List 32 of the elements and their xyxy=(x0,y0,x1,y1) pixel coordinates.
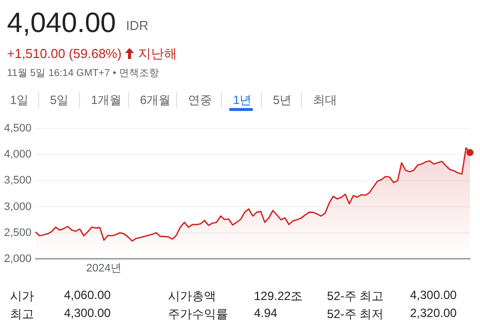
text: 1일 xyxy=(10,92,29,109)
text: 11월 5일 16:14 GMT+7 • 면책조항 xyxy=(7,67,159,80)
text: 6개월 xyxy=(140,92,171,109)
text: 52-주 최고 xyxy=(327,288,384,305)
text: 1개월 xyxy=(91,92,122,109)
text: 4,300.00 xyxy=(64,306,111,320)
text: 연중 xyxy=(188,92,212,109)
y-tick-label: 3,500 xyxy=(4,174,32,187)
x-tick-label: 2024년 xyxy=(86,262,122,274)
y-tick-label: 4,000 xyxy=(4,148,32,161)
text: 시가 xyxy=(10,288,34,305)
text: 지난해 xyxy=(138,46,177,61)
text: 4.94 xyxy=(254,306,278,320)
y-tick-label: 2,000 xyxy=(4,252,32,265)
text: 4,300.00 xyxy=(410,288,457,302)
y-tick-label: 2,500 xyxy=(4,226,32,239)
text: 시가총액 xyxy=(168,288,216,305)
text: 2,320.00 xyxy=(410,306,457,320)
text: 4,060.00 xyxy=(64,288,111,302)
y-tick-label: 3,000 xyxy=(4,200,32,213)
text: 52-주 최저 xyxy=(327,306,384,320)
text: 최대 xyxy=(313,92,337,109)
text: 주가수익률 xyxy=(168,306,228,320)
text: +1,510.00 (59.68%) xyxy=(7,46,122,61)
text: 1년 xyxy=(233,92,252,109)
chart-title: 4,040.00 xyxy=(7,6,116,40)
text: 129.22조 xyxy=(254,288,303,305)
text: 5년 xyxy=(273,92,292,109)
y-tick-label: 4,500 xyxy=(4,122,32,135)
text: 최고 xyxy=(10,306,34,320)
text: 5일 xyxy=(50,92,69,109)
text: IDR xyxy=(126,18,148,33)
